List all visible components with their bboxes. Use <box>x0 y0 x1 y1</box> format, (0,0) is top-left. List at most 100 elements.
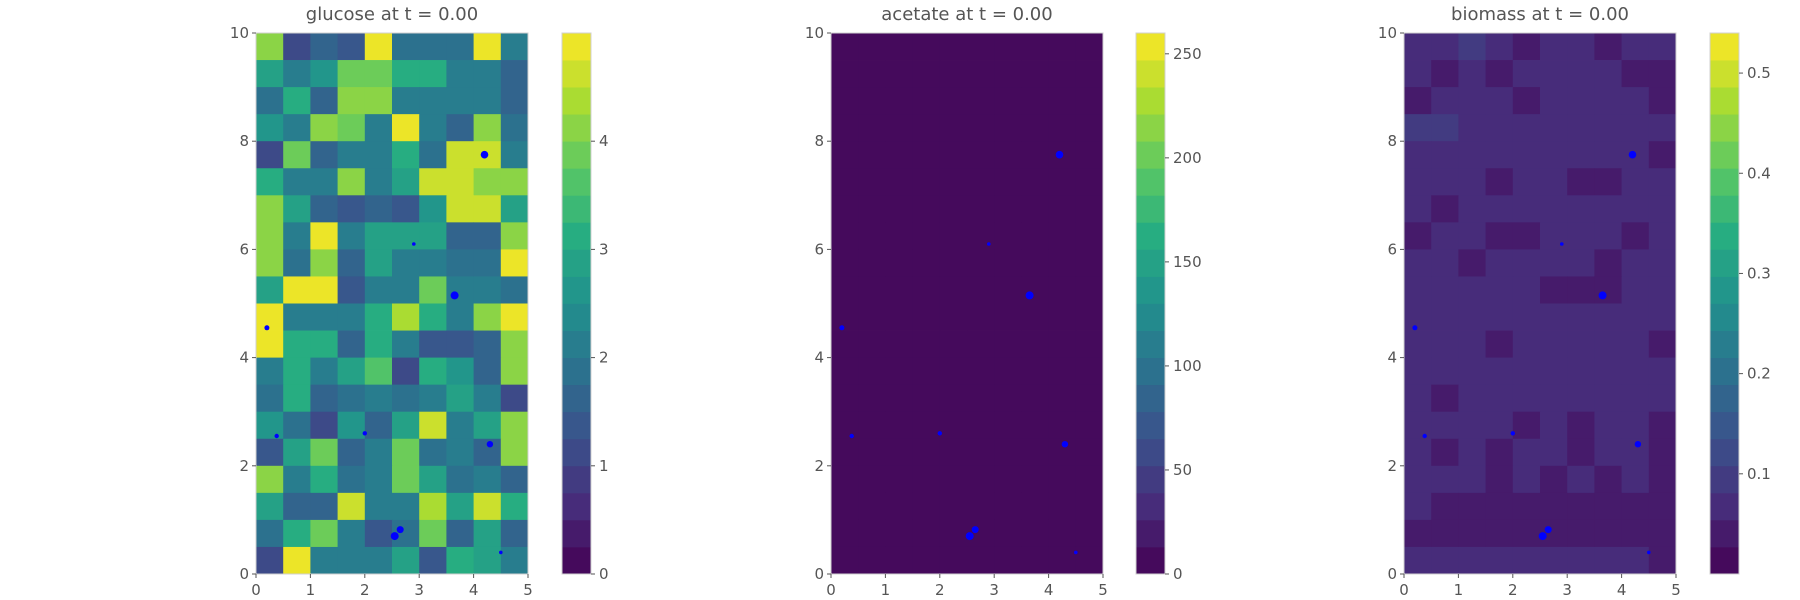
heatmap-cell <box>500 276 529 304</box>
heatmap-cell <box>967 276 995 304</box>
heatmap-cell <box>912 330 941 358</box>
heatmap-cell <box>1075 141 1104 169</box>
scatter-point <box>1538 532 1547 541</box>
heatmap-cell <box>994 465 1022 494</box>
heatmap-cell <box>912 357 941 386</box>
colorbar-segment <box>1136 384 1165 413</box>
heatmap-cell <box>912 519 941 548</box>
heatmap-cell <box>310 384 338 413</box>
scatter-point <box>971 526 979 534</box>
colorbar-segment <box>562 60 591 88</box>
heatmap-cell <box>256 195 284 223</box>
colorbar-segment <box>1136 492 1165 521</box>
heatmap-cell <box>885 168 913 196</box>
colorbar-segment <box>1710 195 1739 223</box>
heatmap-cell <box>831 33 859 61</box>
heatmap-cell <box>1048 114 1077 142</box>
heatmap-cell <box>885 330 913 358</box>
heatmap-cell <box>994 249 1022 277</box>
scatter-point <box>1634 441 1642 448</box>
acetate-panel: acetate at t = 0.000 1 2 3 4 5024681005010015… <box>805 4 1202 599</box>
heatmap-cell <box>1648 114 1677 142</box>
heatmap-cell <box>392 141 420 169</box>
colorbar-segment <box>1136 411 1165 440</box>
heatmap-cell <box>1075 249 1104 277</box>
heatmap-cell <box>283 519 311 548</box>
heatmap-cell <box>364 465 393 494</box>
heatmap-cell <box>1485 276 1514 304</box>
heatmap-cell <box>1458 519 1486 548</box>
heatmap-cell <box>1021 303 1049 331</box>
heatmap-cell <box>310 357 338 386</box>
colorbar-segment <box>1710 303 1739 331</box>
heatmap-cell <box>1404 546 1432 575</box>
heatmap-cell <box>1075 330 1104 358</box>
heatmap-cell <box>1048 384 1077 413</box>
colorbar-segment <box>1136 546 1165 575</box>
heatmap-cell <box>967 330 995 358</box>
heatmap-cell <box>310 168 338 196</box>
heatmap-cell <box>1048 222 1077 250</box>
heatmap-cell <box>283 438 311 467</box>
heatmap-cell <box>1431 519 1459 548</box>
heatmap-cell <box>1404 168 1432 196</box>
heatmap-cell <box>1567 492 1595 521</box>
heatmap-cell <box>885 141 913 169</box>
heatmap-cell <box>1621 87 1650 115</box>
heatmap-cell <box>364 60 393 88</box>
heatmap-cell <box>1512 384 1541 413</box>
heatmap-cell <box>419 87 447 115</box>
heatmap-cell <box>392 465 420 494</box>
colorbar-segment <box>562 492 591 521</box>
heatmap-cell <box>994 357 1022 386</box>
heatmap-cell <box>1567 276 1595 304</box>
heatmap-cell <box>939 384 968 413</box>
heatmap-cell <box>392 222 420 250</box>
heatmap-cell <box>446 492 474 521</box>
heatmap-cell <box>446 249 474 277</box>
heatmap-cell <box>1621 249 1650 277</box>
heatmap-cell <box>885 438 913 467</box>
heatmap-cell <box>473 222 502 250</box>
colorbar-segment <box>1136 303 1165 331</box>
heatmap-cell <box>1594 465 1622 494</box>
colorbar-segment <box>1136 195 1165 223</box>
heatmap-cell <box>1485 357 1514 386</box>
heatmap-cell <box>939 87 968 115</box>
heatmap-cell <box>500 546 529 575</box>
heatmap-cell <box>858 276 886 304</box>
heatmap-cell <box>392 438 420 467</box>
heatmap-cell <box>256 492 284 521</box>
heatmap-cell <box>1075 492 1104 521</box>
heatmap-cell <box>310 546 338 575</box>
heatmap-cell <box>939 141 968 169</box>
colorbar-segment <box>1710 249 1739 277</box>
heatmap-cell <box>1648 222 1677 250</box>
heatmap-cell <box>1431 492 1459 521</box>
heatmap-cell <box>283 141 311 169</box>
heatmap-cell <box>831 546 859 575</box>
heatmap-cell <box>1075 222 1104 250</box>
heatmap-cell <box>1404 141 1432 169</box>
heatmap-cell <box>1075 438 1104 467</box>
heatmap-cell <box>1404 222 1432 250</box>
heatmap-cell <box>912 249 941 277</box>
heatmap-cell <box>1404 492 1432 521</box>
heatmap-cell <box>967 60 995 88</box>
heatmap-cell <box>1485 492 1514 521</box>
heatmap-cell <box>473 168 502 196</box>
scatter-point <box>1055 150 1064 159</box>
x-tick-label: 4 <box>1044 581 1054 599</box>
scatter-point <box>390 532 399 541</box>
heatmap-cell <box>337 276 366 304</box>
heatmap-cell <box>1021 222 1049 250</box>
heatmap-cell <box>364 33 393 61</box>
chart-title: glucose at t = 0.00 <box>306 4 478 25</box>
scatter-point <box>849 433 854 439</box>
heatmap-cell <box>994 384 1022 413</box>
heatmap-cell <box>994 33 1022 61</box>
colorbar-tick-label: 0.2 <box>1747 365 1771 383</box>
heatmap-cell <box>1567 114 1595 142</box>
heatmap-cell <box>967 438 995 467</box>
y-tick-label: 2 <box>239 457 249 475</box>
